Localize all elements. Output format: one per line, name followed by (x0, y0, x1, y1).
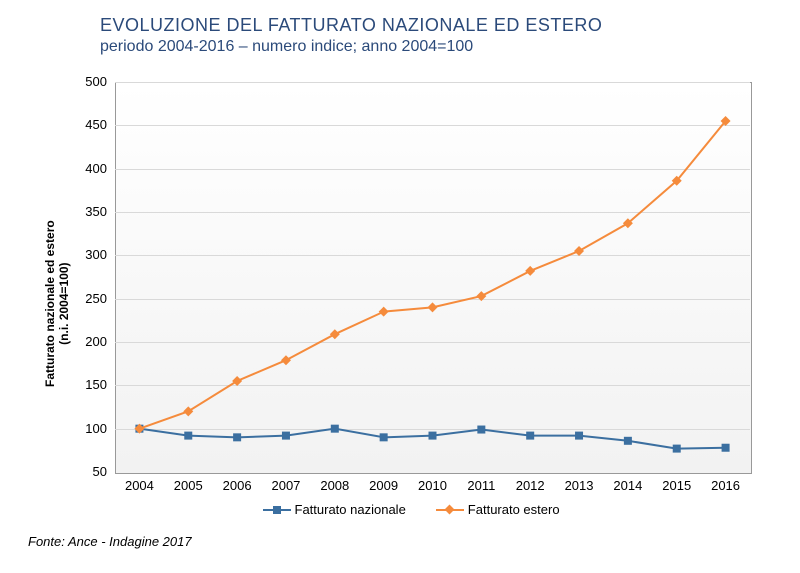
legend-item-estero: Fatturato estero (436, 502, 560, 517)
legend-swatch-nazionale (263, 509, 291, 511)
source-citation: Fonte: Ance - Indagine 2017 (28, 534, 192, 549)
chart-container: EVOLUZIONE DEL FATTURATO NAZIONALE ED ES… (0, 0, 800, 573)
chart-svg (0, 0, 800, 573)
legend-label-nazionale: Fatturato nazionale (295, 502, 406, 517)
diamond-marker-icon (444, 504, 454, 514)
legend-swatch-estero (436, 509, 464, 511)
square-marker-icon (273, 506, 281, 514)
legend-label-estero: Fatturato estero (468, 502, 560, 517)
legend: Fatturato nazionale Fatturato estero (263, 502, 560, 517)
legend-item-nazionale: Fatturato nazionale (263, 502, 406, 517)
